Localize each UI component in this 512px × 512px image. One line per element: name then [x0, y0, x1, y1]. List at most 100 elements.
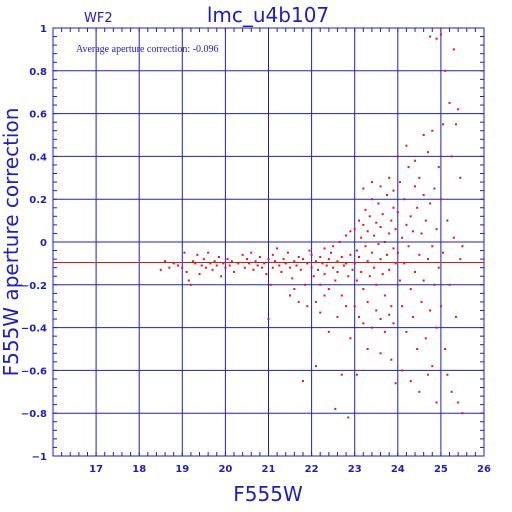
data-point [427, 258, 429, 260]
data-point [397, 155, 399, 157]
data-point [427, 374, 429, 376]
data-point [423, 280, 425, 282]
data-point [427, 151, 429, 153]
data-point [229, 265, 231, 267]
data-point [440, 198, 442, 200]
data-point [358, 316, 360, 318]
data-point [453, 237, 455, 239]
data-point [457, 108, 459, 110]
data-point [367, 230, 369, 232]
data-point [321, 262, 323, 264]
data-point [442, 123, 444, 125]
data-point [332, 245, 334, 247]
data-point [390, 220, 392, 222]
data-point [336, 271, 338, 273]
data-point [360, 271, 362, 273]
data-point [183, 252, 185, 254]
data-point [380, 318, 382, 320]
data-point [455, 123, 457, 125]
data-point [173, 262, 175, 264]
data-point [362, 224, 364, 226]
data-point [395, 262, 397, 264]
data-point [388, 232, 390, 234]
data-point [203, 258, 205, 260]
data-point [304, 284, 306, 286]
data-point [438, 267, 440, 269]
data-point [440, 33, 442, 35]
data-point [192, 260, 194, 262]
data-point [311, 267, 313, 269]
data-point [410, 380, 412, 382]
data-point [431, 130, 433, 132]
data-point [276, 247, 278, 249]
x-tick-label: 22 [305, 464, 319, 475]
data-point [364, 245, 366, 247]
data-point [373, 235, 375, 237]
data-point [421, 301, 423, 303]
y-tick-label: 0.2 [29, 195, 47, 206]
data-point [265, 273, 267, 275]
data-point [444, 348, 446, 350]
data-point [298, 256, 300, 258]
y-tick-labels: 10.80.60.40.20−0.2−0.4−0.6−0.8−1 [21, 24, 47, 463]
data-point [436, 402, 438, 404]
data-point [433, 188, 435, 190]
data-point [222, 262, 224, 264]
data-point [380, 258, 382, 260]
data-point [371, 181, 373, 183]
data-point [412, 316, 414, 318]
data-point [384, 241, 386, 243]
data-point [349, 230, 351, 232]
data-point [336, 316, 338, 318]
data-point [287, 252, 289, 254]
data-point [319, 256, 321, 258]
data-point [414, 185, 416, 187]
data-point [257, 265, 259, 267]
x-tick-label: 21 [262, 464, 276, 475]
data-point [332, 267, 334, 269]
data-point [252, 269, 254, 271]
data-point [403, 198, 405, 200]
data-point [403, 262, 405, 264]
data-point [371, 252, 373, 254]
data-point [375, 284, 377, 286]
data-point [459, 258, 461, 260]
data-point [384, 295, 386, 297]
y-tick-label: 1 [40, 24, 47, 35]
x-tick-label: 19 [175, 464, 189, 475]
data-point [272, 267, 274, 269]
data-point [188, 280, 190, 282]
data-point [345, 262, 347, 264]
data-point [369, 215, 371, 217]
x-tick-label: 25 [434, 464, 448, 475]
data-point [164, 260, 166, 262]
data-point [362, 322, 364, 324]
data-point [250, 252, 252, 254]
data-point [382, 273, 384, 275]
data-point [416, 207, 418, 209]
data-point [449, 284, 451, 286]
data-point [390, 359, 392, 361]
data-point [446, 374, 448, 376]
data-point [405, 145, 407, 147]
data-point [324, 295, 326, 297]
data-point [242, 254, 244, 256]
data-point [425, 220, 427, 222]
data-point [356, 280, 358, 282]
data-point [356, 374, 358, 376]
data-point [270, 284, 272, 286]
data-point [358, 256, 360, 258]
data-point [390, 305, 392, 307]
x-tick-label: 18 [132, 464, 146, 475]
data-point [237, 262, 239, 264]
y-tick-label: −1 [32, 452, 47, 463]
x-axis-title: F555W [233, 482, 303, 506]
data-point [341, 374, 343, 376]
data-point [311, 254, 313, 256]
data-point [449, 102, 451, 104]
data-point [421, 232, 423, 234]
data-point [362, 288, 364, 290]
y-tick-label: 0.8 [29, 67, 47, 78]
data-point [436, 327, 438, 329]
